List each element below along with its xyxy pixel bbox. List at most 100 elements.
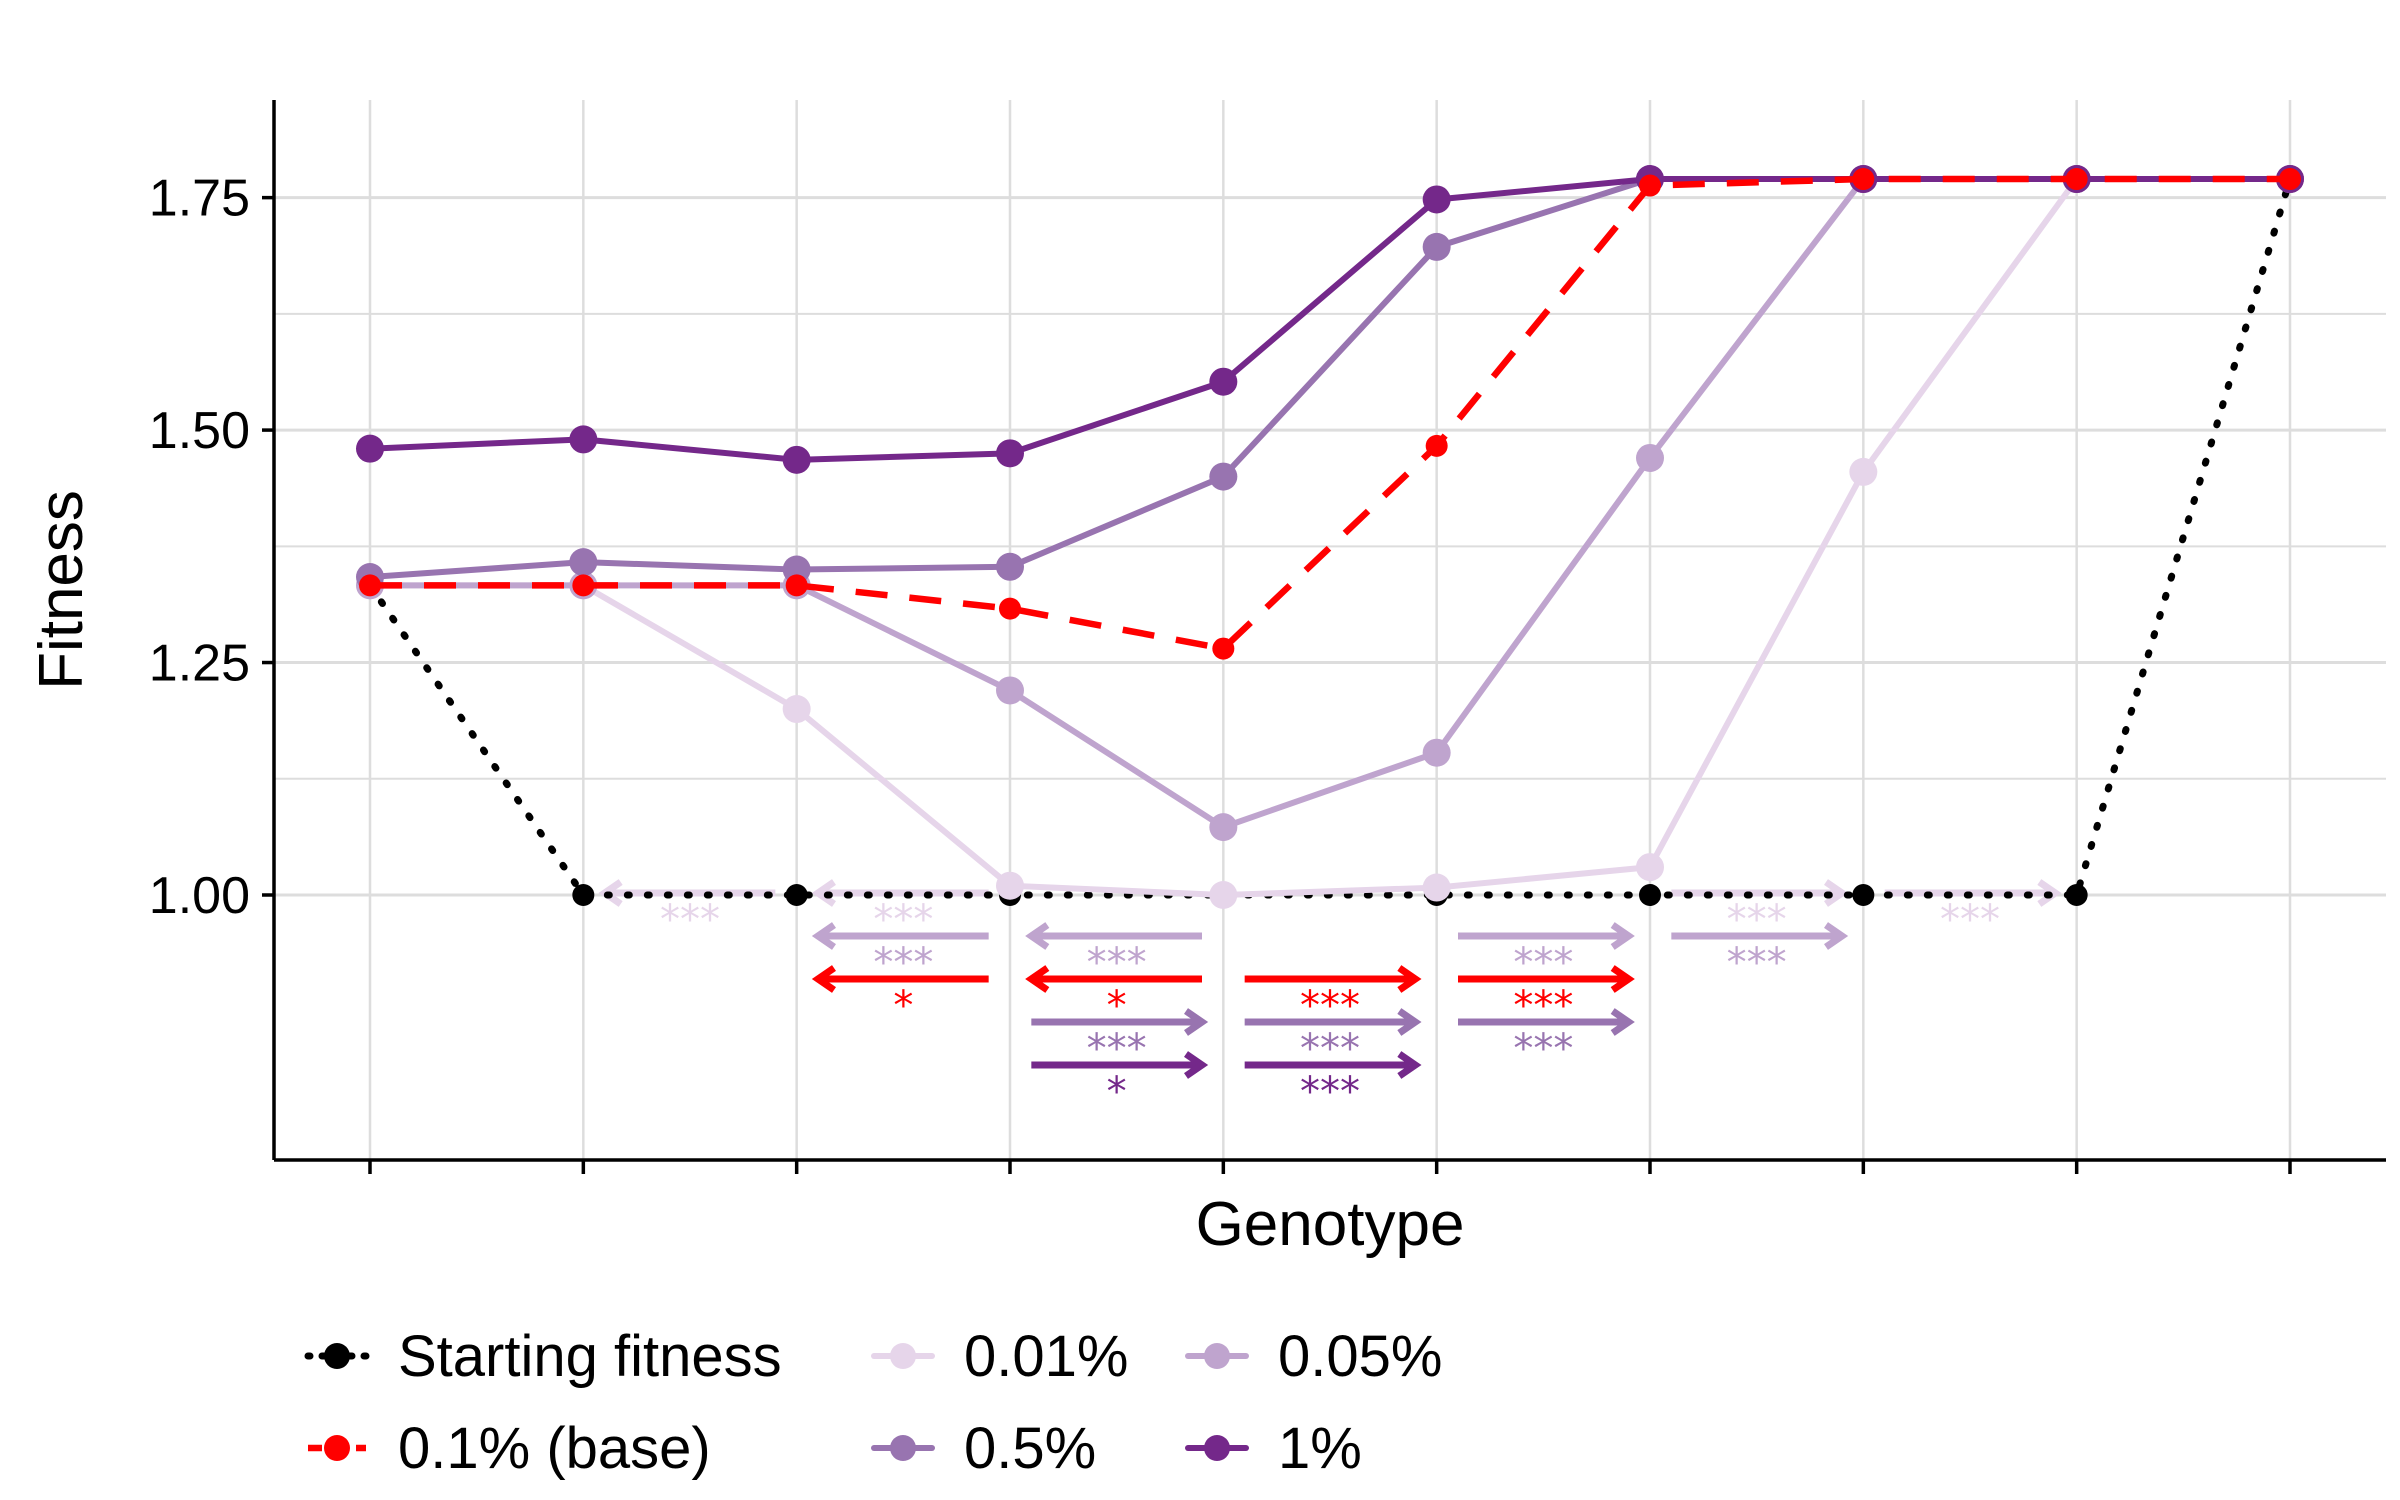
- data-series: [356, 165, 2304, 909]
- y-tick-label: 1.25: [149, 635, 250, 693]
- arrow-head: [1610, 922, 1635, 950]
- data-point: [1209, 367, 1238, 396]
- data-point: [356, 434, 384, 463]
- arrow-head: [1610, 1008, 1635, 1036]
- arrow-head: [811, 965, 836, 993]
- data-point: [1209, 813, 1238, 842]
- significance-arrow: ***: [1671, 922, 1849, 986]
- legend-item: 1%: [1185, 1416, 1362, 1481]
- data-point: [996, 439, 1024, 468]
- significance-arrow: *: [1025, 965, 1202, 1029]
- y-tick-label: 1.50: [149, 402, 250, 460]
- arrow-head: [1184, 1008, 1209, 1036]
- data-point: [1422, 185, 1451, 214]
- data-point: [1852, 884, 1875, 906]
- significance-arrow: *: [811, 965, 989, 1029]
- data-point: [569, 548, 598, 577]
- data-point: [359, 574, 381, 597]
- arrow-head: [1397, 1051, 1422, 1079]
- legend: Starting fitness 0.01% 0.05% 0.1% (base) 0.5…: [304, 1324, 1442, 1481]
- data-point: [1636, 853, 1664, 882]
- data-point: [1422, 873, 1451, 902]
- series-0-5-: [356, 165, 2304, 591]
- series-0-01-: [356, 165, 2304, 909]
- series-line: [367, 176, 2293, 463]
- arrow-head: [1824, 922, 1849, 950]
- legend-marker: [890, 1343, 916, 1369]
- data-point: [1209, 462, 1238, 491]
- significance-arrow: ***: [1458, 1008, 1635, 1072]
- series-line: [367, 176, 2293, 580]
- significance-arrow: ***: [1458, 922, 1635, 986]
- data-point: [572, 574, 595, 597]
- data-point: [996, 676, 1024, 705]
- data-point: [1422, 232, 1451, 261]
- significance-label: ***: [1300, 1069, 1360, 1115]
- data-point: [569, 425, 598, 454]
- significance-label: *: [1107, 1069, 1127, 1115]
- legend-item: 0.1% (base): [308, 1416, 711, 1481]
- data-point: [2065, 884, 2088, 906]
- legend-item: 0.01%: [871, 1324, 1128, 1389]
- legend-marker: [324, 1343, 350, 1369]
- axes: 1.00 1.25 1.50 1.75: [149, 100, 2386, 1174]
- data-point: [2065, 168, 2088, 191]
- data-point: [572, 884, 595, 906]
- x-axis-title: Genotype: [1196, 1190, 1465, 1259]
- legend-marker: [890, 1435, 916, 1461]
- legend-label: 1%: [1278, 1416, 1362, 1481]
- legend-label: 0.05%: [1278, 1324, 1442, 1389]
- series-0-1-base-: [359, 168, 2301, 660]
- significance-arrow: ***: [1244, 1051, 1422, 1115]
- y-tick-label: 1.00: [149, 867, 250, 925]
- legend-item: Starting fitness: [304, 1324, 782, 1389]
- y-axis-title: Fitness: [27, 490, 96, 690]
- arrow-head: [1397, 965, 1422, 993]
- arrow-head: [1184, 1051, 1209, 1079]
- significance-annotations: *** *************************************…: [598, 879, 2062, 1115]
- arrow-head: [1824, 879, 1849, 907]
- legend-label: Starting fitness: [398, 1324, 782, 1389]
- data-point: [1639, 174, 1661, 197]
- data-point: [1209, 881, 1238, 909]
- legend-item: 0.5%: [871, 1416, 1096, 1481]
- series-1-: [356, 165, 2304, 474]
- significance-label: ***: [1513, 1026, 1573, 1072]
- significance-label: ***: [660, 897, 720, 943]
- arrow-head: [1025, 965, 1050, 993]
- data-point: [999, 597, 1021, 620]
- series-line: [370, 175, 2290, 652]
- legend-marker: [1204, 1343, 1230, 1369]
- legend-label: 0.5%: [964, 1416, 1096, 1481]
- arrow-head: [811, 879, 836, 907]
- significance-label: ***: [1940, 897, 2000, 943]
- data-point: [2279, 168, 2301, 191]
- data-point: [1425, 434, 1448, 457]
- data-point: [782, 695, 811, 724]
- y-tick-label: 1.75: [149, 170, 250, 228]
- data-point: [1212, 637, 1235, 660]
- significance-arrow: ***: [1884, 879, 2062, 943]
- data-point: [1852, 168, 1875, 191]
- series-line: [367, 176, 2293, 831]
- data-point: [782, 555, 811, 584]
- data-point: [785, 574, 808, 597]
- significance-label: *: [893, 983, 913, 1029]
- series-line: [367, 176, 2293, 898]
- legend-label: 0.1% (base): [398, 1416, 711, 1481]
- legend-marker: [1204, 1435, 1230, 1461]
- data-point: [1849, 457, 1878, 486]
- series-line: [366, 175, 2294, 899]
- data-point: [996, 552, 1024, 581]
- significance-label: *: [1107, 983, 1127, 1029]
- arrow-head: [1610, 965, 1635, 993]
- data-point: [782, 445, 811, 474]
- series-starting-fitness: [359, 168, 2301, 906]
- arrow-head: [2037, 879, 2062, 907]
- arrow-head: [1025, 922, 1050, 950]
- data-point: [785, 884, 808, 906]
- data-point: [996, 871, 1024, 900]
- significance-label: ***: [1727, 940, 1787, 986]
- legend-label: 0.01%: [964, 1324, 1128, 1389]
